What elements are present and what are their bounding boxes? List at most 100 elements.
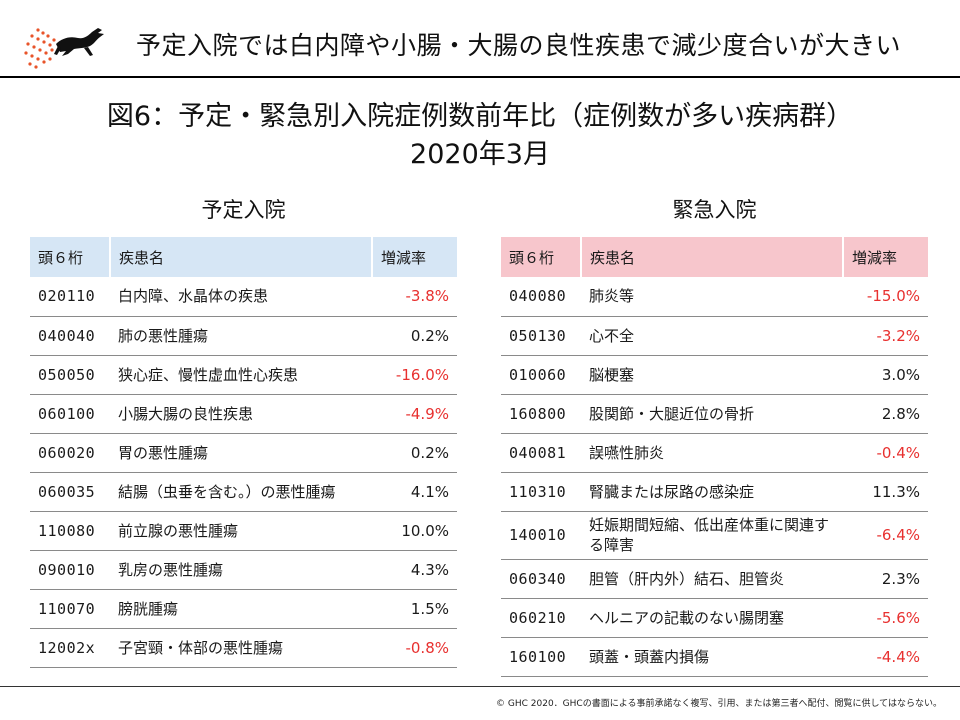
table-row: 160800 股関節・大腿近位の骨折 2.8%: [501, 394, 928, 434]
table-row: 060210 ヘルニアの記載のない腸閉塞 -5.6%: [501, 598, 928, 638]
change-rate-cell: 11.3%: [843, 472, 928, 512]
change-rate-cell: -15.0%: [843, 277, 928, 317]
change-rate-cell: -3.8%: [372, 277, 457, 317]
table-row: 050050 狭心症、慢性虚血性心疾患 -16.0%: [30, 355, 457, 395]
column-header-rate: 増減率: [381, 248, 427, 267]
change-rate-cell: 2.8%: [843, 394, 928, 434]
change-rate-cell: 10.0%: [372, 511, 457, 551]
change-rate-cell: 3.0%: [843, 355, 928, 395]
table-row: 010060 脳梗塞 3.0%: [501, 355, 928, 395]
table-row: 050130 心不全 -3.2%: [501, 316, 928, 356]
change-rate-cell: 1.5%: [372, 589, 457, 629]
table-row: 060340 胆管（肝内外）結石、胆管炎 2.3%: [501, 559, 928, 599]
table-row: 110310 腎臓または尿路の感染症 11.3%: [501, 472, 928, 512]
disease-code-cell: 040081: [501, 433, 581, 473]
disease-code-cell: 040080: [501, 277, 581, 317]
change-rate-cell: 0.2%: [372, 316, 457, 356]
change-rate-cell: -6.4%: [843, 511, 928, 560]
header-divider: [0, 76, 960, 78]
table-row: 140010 妊娠期間短縮、低出産体重に関連する障害 -6.4%: [501, 511, 928, 560]
disease-name-cell: 誤嚥性肺炎: [581, 433, 843, 473]
table-header-row: 頭６桁 疾患名 増減率: [501, 237, 928, 277]
disease-name-cell: 小腸大腸の良性疾患: [110, 394, 372, 434]
table-row: 020110 白内障、水晶体の疾患 -3.8%: [30, 277, 457, 317]
disease-code-cell: 060210: [501, 598, 581, 638]
disease-code-cell: 160800: [501, 394, 581, 434]
footer-divider: [0, 686, 960, 687]
column-header-rate: 増減率: [852, 248, 898, 267]
company-logo-icon: [24, 28, 104, 69]
change-rate-cell: 4.1%: [372, 472, 457, 512]
column-header-code: 頭６桁: [30, 237, 111, 277]
disease-name-cell: 肺の悪性腫瘍: [110, 316, 372, 356]
column-header-disease: 疾患名: [581, 237, 844, 277]
change-rate-cell: -4.9%: [372, 394, 457, 434]
emergency-section-title: 緊急入院: [672, 198, 757, 222]
change-rate-cell: -4.4%: [843, 637, 928, 677]
change-rate-cell: -5.6%: [843, 598, 928, 638]
disease-name-cell: 胃の悪性腫瘍: [110, 433, 372, 473]
disease-name-cell: 膀胱腫瘍: [110, 589, 372, 629]
change-rate-cell: -16.0%: [372, 355, 457, 395]
change-rate-cell: -0.8%: [372, 628, 457, 668]
slide-header: 予定入院では白内障や小腸・大腸の良性疾患で減少度合いが大きい: [0, 0, 960, 78]
disease-code-cell: 010060: [501, 355, 581, 395]
disease-code-cell: 060100: [30, 394, 110, 434]
table-row: 060035 結腸（虫垂を含む。）の悪性腫瘍 4.1%: [30, 472, 457, 512]
table-row: 040081 誤嚥性肺炎 -0.4%: [501, 433, 928, 473]
change-rate-cell: -0.4%: [843, 433, 928, 473]
disease-code-cell: 110080: [30, 511, 110, 551]
change-rate-cell: 2.3%: [843, 559, 928, 599]
table-row: 040080 肺炎等 -15.0%: [501, 277, 928, 317]
disease-name-cell: 白内障、水晶体の疾患: [110, 277, 372, 317]
column-header-disease: 疾患名: [110, 237, 373, 277]
disease-name-cell: 乳房の悪性腫瘍: [110, 550, 372, 590]
planned-admission-table: 頭６桁 疾患名 増減率 020110 白内障、水晶体の疾患 -3.8% 040040 肺…: [30, 237, 457, 668]
disease-code-cell: 140010: [501, 511, 581, 560]
disease-code-cell: 060020: [30, 433, 110, 473]
disease-code-cell: 12002x: [30, 628, 110, 668]
planned-section-title: 予定入院: [201, 198, 286, 222]
table-row: 040040 肺の悪性腫瘍 0.2%: [30, 316, 457, 356]
disease-code-cell: 020110: [30, 277, 110, 317]
table-row: 110070 膀胱腫瘍 1.5%: [30, 589, 457, 629]
table-header-row: 頭６桁 疾患名 増減率: [30, 237, 457, 277]
disease-code-cell: 060035: [30, 472, 110, 512]
disease-code-cell: 110310: [501, 472, 581, 512]
disease-name-cell: 頭蓋・頭蓋内損傷: [581, 637, 843, 677]
disease-name-cell: 肺炎等: [581, 277, 843, 317]
disease-name-cell: 心不全: [581, 316, 843, 356]
change-rate-cell: 0.2%: [372, 433, 457, 473]
disease-code-cell: 050130: [501, 316, 581, 356]
disease-code-cell: 050050: [30, 355, 110, 395]
disease-name-cell: 前立腺の悪性腫瘍: [110, 511, 372, 551]
slide-headline: 予定入院では白内障や小腸・大腸の良性疾患で減少度合いが大きい: [136, 31, 902, 60]
disease-name-cell: 腎臓または尿路の感染症: [581, 472, 843, 512]
disease-name-cell: 胆管（肝内外）結石、胆管炎: [581, 559, 843, 599]
figure-subtitle: 2020年3月: [410, 139, 550, 170]
copyright-notice: © GHC 2020．GHCの書面による事前承諾なく複写、引用、または第三者へ配…: [496, 699, 942, 709]
disease-name-cell: 結腸（虫垂を含む。）の悪性腫瘍: [110, 472, 372, 512]
disease-name-cell: 股関節・大腿近位の骨折: [581, 394, 843, 434]
figure-title: 図6：予定・緊急別入院症例数前年比（症例数が多い疾病群）: [106, 101, 854, 132]
disease-name-cell: 狭心症、慢性虚血性心疾患: [110, 355, 372, 395]
change-rate-cell: -3.2%: [843, 316, 928, 356]
disease-code-cell: 060340: [501, 559, 581, 599]
disease-name-cell: 妊娠期間短縮、低出産体重に関連する障害: [581, 511, 843, 560]
disease-name-cell: ヘルニアの記載のない腸閉塞: [581, 598, 843, 638]
table-row: 160100 頭蓋・頭蓋内損傷 -4.4%: [501, 637, 928, 677]
table-row: 12002x 子宮頸・体部の悪性腫瘍 -0.8%: [30, 628, 457, 668]
disease-name-cell: 子宮頸・体部の悪性腫瘍: [110, 628, 372, 668]
disease-code-cell: 040040: [30, 316, 110, 356]
disease-code-cell: 090010: [30, 550, 110, 590]
table-row: 090010 乳房の悪性腫瘍 4.3%: [30, 550, 457, 590]
disease-code-cell: 160100: [501, 637, 581, 677]
disease-code-cell: 110070: [30, 589, 110, 629]
column-header-code: 頭６桁: [501, 237, 582, 277]
table-row: 060020 胃の悪性腫瘍 0.2%: [30, 433, 457, 473]
table-row: 110080 前立腺の悪性腫瘍 10.0%: [30, 511, 457, 551]
change-rate-cell: 4.3%: [372, 550, 457, 590]
emergency-admission-table: 頭６桁 疾患名 増減率 040080 肺炎等 -15.0% 050130 心不全 -3.2…: [501, 237, 928, 677]
table-row: 060100 小腸大腸の良性疾患 -4.9%: [30, 394, 457, 434]
disease-name-cell: 脳梗塞: [581, 355, 843, 395]
